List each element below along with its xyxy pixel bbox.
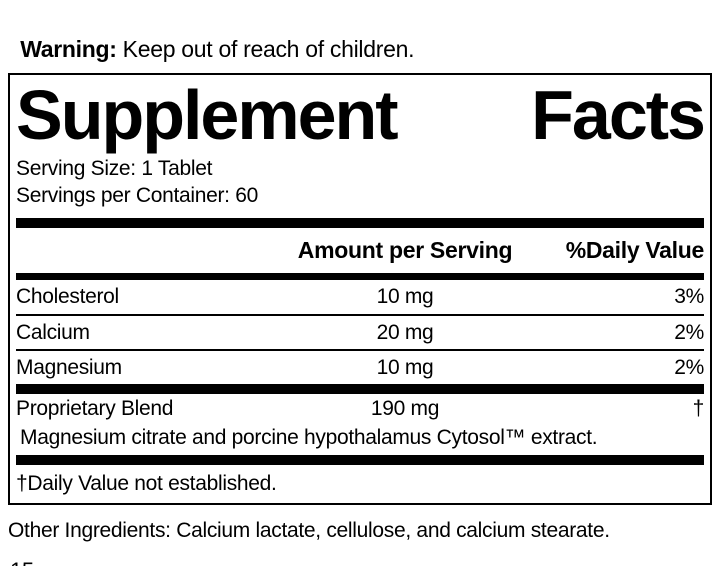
nutrient-name: Magnesium [16, 355, 122, 379]
table-row-proprietary-blend: Proprietary Blend 190 mg † [16, 394, 704, 424]
table-row: Calcium 20 mg 2% [16, 314, 704, 349]
nutrient-amount: 10 mg [376, 355, 434, 379]
other-ingredients: Other Ingredients: Calcium lactate, cell… [8, 519, 610, 542]
servings-per-container: Servings per Container: 60 [16, 184, 259, 207]
blend-dv-dagger: † [692, 397, 705, 420]
thick-rule-top [16, 218, 704, 228]
panel-title: Supplement Facts [16, 76, 706, 155]
thick-rule-above-footnote [16, 455, 704, 465]
supplement-facts-panel: Supplement Facts Serving Size: 1 Tablet … [8, 73, 712, 505]
blend-name: Proprietary Blend [16, 397, 174, 420]
warning-line: Warning: Keep out of reach of children. [8, 10, 712, 62]
serving-size: Serving Size: 1 Tablet [16, 157, 213, 180]
page-number: 15 [10, 558, 712, 566]
header-amount-per-serving: Amount per Serving [297, 237, 513, 263]
nutrient-dv: 2% [674, 355, 704, 379]
panel-title-word-facts: Facts [531, 76, 706, 154]
daily-value-footnote: †Daily Value not established. [16, 472, 277, 495]
warning-label: Warning: [20, 36, 117, 62]
table-row: Cholesterol 10 mg 3% [16, 280, 704, 314]
warning-text: Keep out of reach of children. [116, 36, 415, 62]
nutrient-dv: 3% [674, 285, 704, 308]
nutrient-amount: 10 mg [376, 285, 434, 308]
thick-rule-above-blend [16, 384, 704, 394]
blend-amount: 190 mg [370, 397, 440, 420]
table-header: Amount per Serving %Daily Value [16, 228, 705, 273]
medium-rule-under-header [16, 273, 704, 280]
table-row: Magnesium 10 mg 2% [16, 349, 704, 384]
nutrient-name: Calcium [16, 320, 90, 344]
blend-description: Magnesium citrate and porcine hypothalam… [20, 426, 598, 449]
nutrient-dv: 2% [674, 320, 704, 344]
nutrient-amount: 20 mg [376, 320, 434, 344]
nutrient-name: Cholesterol [16, 285, 119, 308]
panel-title-word-supplement: Supplement [16, 76, 399, 154]
header-daily-value: %Daily Value [565, 237, 705, 263]
